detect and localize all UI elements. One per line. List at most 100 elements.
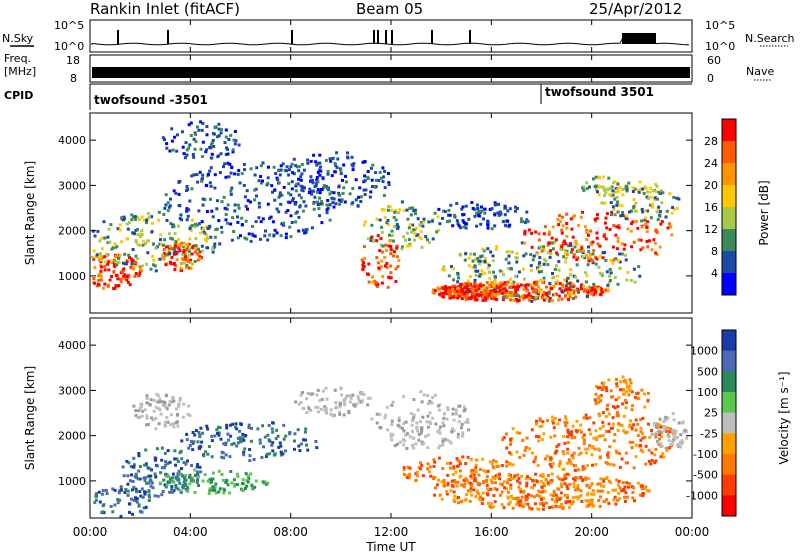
echo-cell [183,476,186,480]
echo-cell [249,239,253,243]
echo-cell [624,491,628,495]
echo-cell [458,469,462,473]
echo-cell [176,424,180,428]
echo-cell [645,240,649,243]
echo-cell [231,148,235,152]
echo-cell [475,224,479,228]
echo-cell [185,148,189,152]
echo-cell [151,242,155,246]
echo-cell [280,193,284,197]
echo-cell [469,295,473,299]
echo-cell [666,226,670,230]
echo-cell [507,250,511,254]
echo-cell [459,462,462,466]
echo-cell [565,222,569,225]
echo-cell [504,283,508,287]
colorbar-swatch [722,273,736,296]
echo-cell [480,269,484,273]
echo-cell [411,223,415,227]
echo-cell [599,399,603,403]
echo-cell [148,403,152,406]
echo-cell [179,449,183,453]
echo-cell [570,290,574,294]
echo-cell [95,253,99,257]
echo-cell [637,190,641,194]
echo-cell [170,139,174,143]
echo-cell [333,161,337,165]
echo-cell [454,293,458,297]
echo-cell [146,466,150,470]
echo-cell [554,264,558,268]
echo-cell [300,172,304,176]
echo-cell [437,408,441,412]
echo-cell [416,408,420,412]
echo-cell [645,230,649,234]
echo-cell [502,220,506,224]
echo-cell [169,478,173,482]
echo-cell [128,510,131,514]
echo-cell [390,234,394,237]
echo-cell [266,176,270,180]
velocity-ylabel: Slant Range [km] [23,366,37,470]
echo-cell [190,478,194,482]
echo-cell [325,203,329,207]
echo-cell [478,274,482,278]
echo-cell [272,233,276,237]
echo-cell [402,466,406,470]
echo-cell [186,259,190,263]
echo-cell [315,446,319,450]
echo-cell [616,259,620,262]
echo-cell [554,281,558,285]
echo-cell [182,261,186,265]
echo-cell [601,424,605,428]
echo-cell [196,180,200,184]
echo-cell [616,282,620,286]
echo-cell [213,489,217,492]
echo-cell [370,185,374,188]
echo-cell [510,494,513,498]
echo-cell [184,484,188,488]
echo-cell [169,197,172,201]
echo-cell [578,428,582,432]
echo-cell [375,421,379,425]
echo-cell [442,292,446,295]
echo-cell [250,232,254,236]
echo-cell [138,218,141,221]
echo-cell [154,269,158,273]
echo-cell [343,403,347,407]
echo-cell [422,393,426,397]
echo-cell [350,155,354,159]
echo-cell [509,486,513,490]
echo-cell [640,388,644,392]
echo-cell [131,215,135,219]
echo-cell [641,246,645,250]
echo-cell [587,259,591,263]
echo-cell [455,457,459,460]
echo-cell [225,478,229,482]
echo-cell [147,499,151,502]
echo-cell [135,490,138,494]
echo-cell [474,495,478,499]
echo-cell [309,175,313,179]
echo-cell [225,221,229,225]
echo-cell [351,187,355,190]
echo-cell [410,206,414,210]
echo-cell [278,191,282,195]
echo-cell [581,468,585,472]
echo-cell [191,262,194,266]
echo-cell [224,175,228,179]
echo-cell [652,422,656,425]
echo-cell [241,478,245,482]
echo-cell [462,221,466,225]
echo-cell [568,285,572,289]
echo-cell [220,450,224,454]
echo-cell [490,281,494,285]
echo-cell [462,405,466,409]
echo-cell [530,451,534,455]
echo-cell [604,259,608,262]
echo-cell [271,421,275,425]
range-tick-label: 4000 [58,339,86,352]
echo-cell [389,435,393,439]
nave-label: Nave [746,65,774,78]
echo-cell [609,389,613,393]
